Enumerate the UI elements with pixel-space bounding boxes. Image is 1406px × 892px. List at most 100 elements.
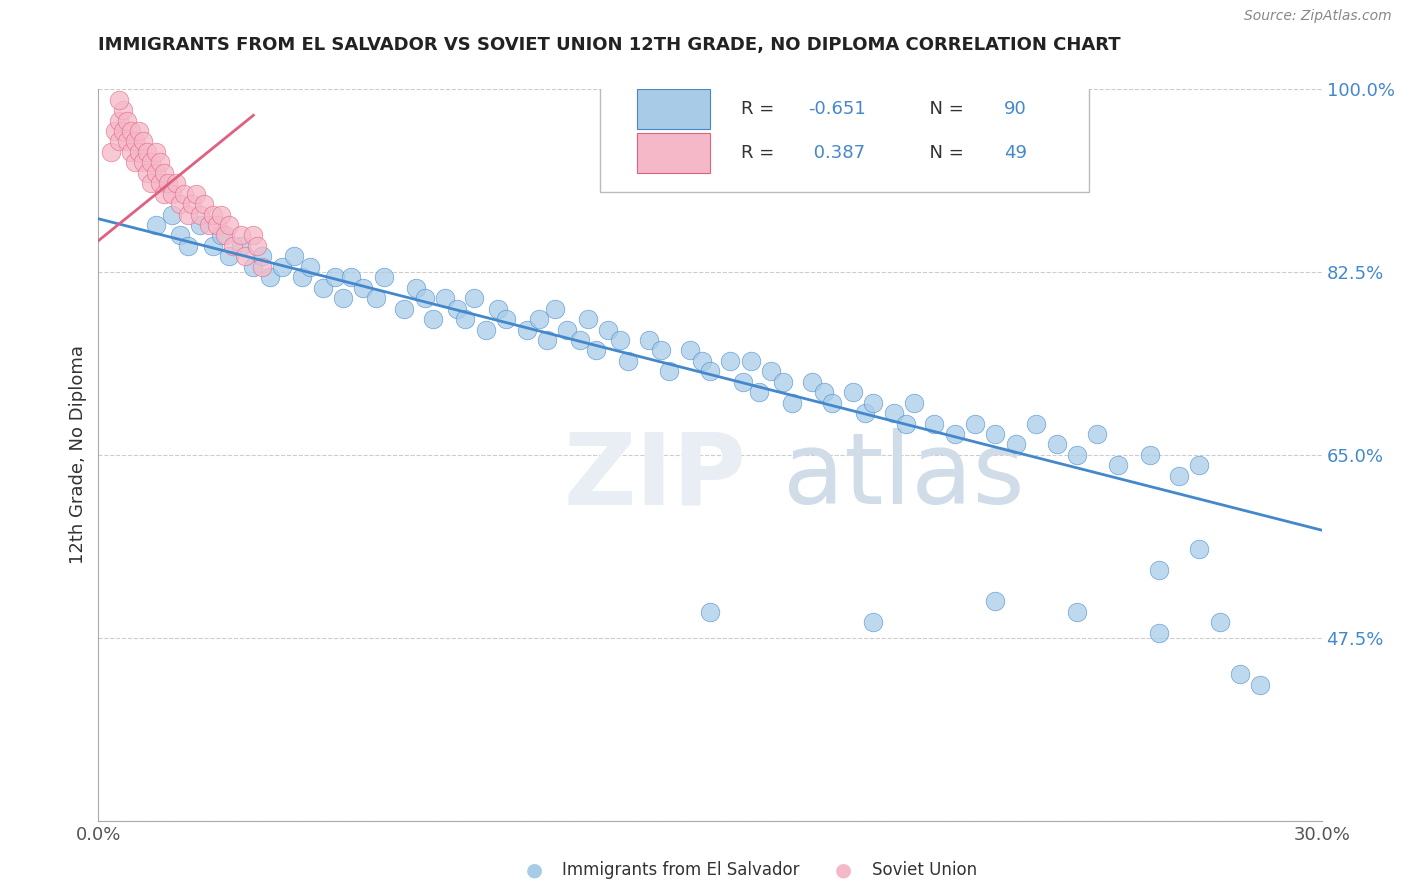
Point bbox=[169, 197, 191, 211]
Point bbox=[218, 249, 240, 263]
Point bbox=[1066, 605, 1088, 619]
Point bbox=[1045, 437, 1069, 451]
Point bbox=[1085, 427, 1108, 442]
Point bbox=[454, 312, 477, 326]
Point bbox=[111, 103, 134, 117]
Point bbox=[242, 228, 264, 243]
Point bbox=[231, 228, 253, 243]
Point bbox=[209, 208, 232, 222]
Point bbox=[1066, 448, 1088, 462]
Point bbox=[903, 395, 925, 409]
Text: 90: 90 bbox=[1004, 100, 1026, 118]
Point bbox=[894, 417, 917, 431]
Text: ZIP: ZIP bbox=[564, 428, 747, 525]
Point bbox=[186, 186, 208, 201]
Point bbox=[690, 354, 713, 368]
Text: 49: 49 bbox=[1004, 144, 1026, 161]
Point bbox=[352, 281, 374, 295]
Point bbox=[165, 176, 187, 190]
Text: -0.651: -0.651 bbox=[808, 100, 866, 118]
Point bbox=[748, 385, 770, 400]
Point bbox=[1025, 417, 1047, 431]
Text: atlas: atlas bbox=[783, 428, 1025, 525]
Point bbox=[617, 354, 640, 368]
Point bbox=[193, 197, 215, 211]
Point bbox=[242, 260, 264, 274]
Point bbox=[527, 312, 550, 326]
Point bbox=[1229, 667, 1251, 681]
Point bbox=[120, 124, 142, 138]
Point bbox=[128, 124, 150, 138]
Point bbox=[233, 249, 256, 263]
Text: ●: ● bbox=[526, 860, 543, 880]
Point bbox=[516, 322, 538, 336]
Point bbox=[145, 166, 167, 180]
Point bbox=[205, 218, 228, 232]
Point bbox=[1139, 448, 1161, 462]
Point bbox=[373, 270, 395, 285]
Text: Immigrants from El Salvador: Immigrants from El Salvador bbox=[562, 861, 800, 879]
Point bbox=[679, 343, 702, 358]
Point bbox=[188, 208, 212, 222]
Point bbox=[100, 145, 122, 159]
Point bbox=[422, 312, 444, 326]
Point bbox=[658, 364, 681, 378]
Point bbox=[124, 135, 146, 149]
Point bbox=[1004, 437, 1026, 451]
Point bbox=[141, 155, 163, 169]
Point bbox=[1147, 563, 1170, 577]
Bar bbox=[637, 89, 710, 129]
Point bbox=[152, 166, 174, 180]
Point bbox=[136, 145, 159, 159]
Text: ●: ● bbox=[835, 860, 852, 880]
Text: N =: N = bbox=[918, 100, 970, 118]
Point bbox=[568, 333, 591, 347]
Point bbox=[1209, 615, 1232, 629]
Point bbox=[364, 291, 387, 305]
Point bbox=[108, 93, 131, 107]
Point bbox=[108, 135, 131, 149]
Point bbox=[323, 270, 346, 285]
Text: R =: R = bbox=[741, 144, 779, 161]
Point bbox=[299, 260, 322, 274]
Point bbox=[149, 155, 172, 169]
Point bbox=[853, 406, 876, 420]
Point bbox=[731, 375, 754, 389]
Point bbox=[1249, 678, 1271, 692]
Point bbox=[650, 343, 672, 358]
Point bbox=[536, 333, 558, 347]
Point bbox=[128, 145, 150, 159]
Point bbox=[1188, 458, 1211, 473]
Text: 0.387: 0.387 bbox=[808, 144, 865, 161]
Point bbox=[585, 343, 607, 358]
Point bbox=[270, 260, 294, 274]
Point bbox=[474, 322, 498, 336]
Point bbox=[291, 270, 314, 285]
Point bbox=[246, 239, 269, 253]
Point bbox=[862, 395, 884, 409]
Point bbox=[841, 385, 863, 400]
Point bbox=[486, 301, 509, 316]
Point bbox=[984, 427, 1007, 442]
Point bbox=[120, 145, 142, 159]
Point bbox=[145, 218, 167, 232]
Point bbox=[772, 375, 794, 389]
Point bbox=[637, 333, 661, 347]
Text: N =: N = bbox=[918, 144, 970, 161]
Point bbox=[1188, 541, 1211, 556]
Point bbox=[201, 239, 224, 253]
Point bbox=[214, 228, 236, 243]
Point bbox=[188, 218, 212, 232]
Point bbox=[115, 113, 138, 128]
Point bbox=[413, 291, 436, 305]
Point bbox=[115, 135, 138, 149]
Point bbox=[740, 354, 762, 368]
Point bbox=[181, 197, 204, 211]
Point bbox=[332, 291, 354, 305]
Point bbox=[177, 208, 200, 222]
Text: Source: ZipAtlas.com: Source: ZipAtlas.com bbox=[1244, 9, 1392, 23]
Point bbox=[259, 270, 281, 285]
Point bbox=[250, 260, 273, 274]
Point bbox=[132, 155, 155, 169]
Point bbox=[598, 322, 620, 336]
